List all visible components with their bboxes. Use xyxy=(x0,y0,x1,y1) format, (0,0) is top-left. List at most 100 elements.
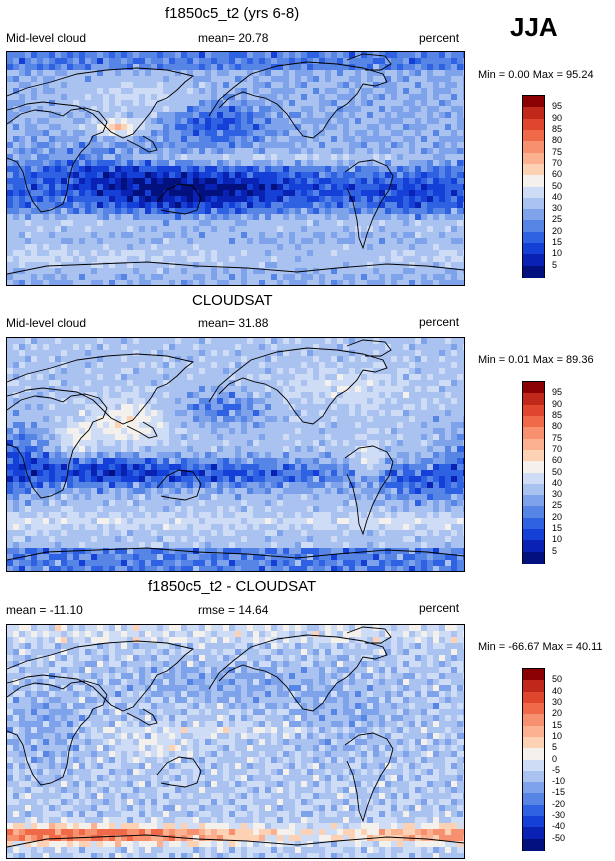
coastline xyxy=(126,421,158,439)
colorbar-swatch xyxy=(523,96,544,108)
colorbar-swatch xyxy=(523,129,544,142)
map-cloudsat xyxy=(6,337,465,572)
coastline xyxy=(7,393,108,499)
colorbar-tick-label: -20 xyxy=(552,798,566,809)
colorbar-tick-label: 50 xyxy=(552,180,563,191)
colorbar-swatch xyxy=(523,175,544,187)
colorbar-tick-label: 15 xyxy=(552,719,563,730)
map-canvas xyxy=(7,338,464,571)
colorbar-swatch xyxy=(523,427,544,440)
coastline xyxy=(7,547,464,561)
coastline xyxy=(208,347,388,425)
colorbar-tick-label: 10 xyxy=(552,534,563,545)
colorbar-tick-label: 25 xyxy=(552,214,563,225)
coastline xyxy=(156,469,202,501)
colorbar-swatch xyxy=(523,163,544,176)
colorbar-swatch xyxy=(523,209,544,221)
colorbar-swatch xyxy=(523,540,544,553)
colorbar-swatch xyxy=(523,736,544,749)
colorbar-tick-label: 60 xyxy=(552,169,563,180)
min-max-label: Min = 0.01 Max = 89.36 xyxy=(478,354,594,366)
colorbar-tick-label: 80 xyxy=(552,421,563,432)
colorbar-tick-label: 95 xyxy=(552,387,563,398)
colorbar-swatch xyxy=(523,472,544,485)
colorbar-tick-label: 50 xyxy=(552,466,563,477)
colorbar-swatch xyxy=(523,838,544,851)
colorbar-swatch xyxy=(523,495,544,507)
panel-title: f1850c5_t2 - CLOUDSAT xyxy=(148,578,317,595)
units-label: percent xyxy=(419,315,460,329)
coastline xyxy=(126,708,158,726)
colorbar-swatch xyxy=(523,438,544,451)
colorbar-tick-label: -10 xyxy=(552,776,566,787)
colorbar-swatch xyxy=(523,393,544,406)
coastline xyxy=(7,261,464,275)
colorbar-tick-label: 5 xyxy=(552,259,558,270)
colorbar-swatch xyxy=(523,702,544,715)
colorbar-tick-label: 85 xyxy=(552,123,563,134)
colorbar-cloudsat xyxy=(522,381,545,564)
coastline xyxy=(126,135,158,153)
colorbar-swatch xyxy=(523,816,544,828)
coastline xyxy=(208,634,388,712)
colorbar-difference xyxy=(522,668,545,851)
colorbar-tick-label: 15 xyxy=(552,237,563,248)
colorbar-swatch xyxy=(523,265,544,278)
coastline xyxy=(344,159,394,250)
coastline xyxy=(7,107,108,213)
colorbar-tick-label: 40 xyxy=(552,685,563,696)
colorbar-swatch xyxy=(523,680,544,693)
panel-title: CLOUDSAT xyxy=(192,292,273,309)
min-max-label: Min = -66.67 Max = 40.11 xyxy=(478,641,603,653)
colorbar-tick-label: 30 xyxy=(552,203,563,214)
coastline xyxy=(7,640,195,712)
colorbar-tick-label: 75 xyxy=(552,432,563,443)
colorbar-swatch xyxy=(523,691,544,704)
colorbar-tick-label: 20 xyxy=(552,708,563,719)
colorbar-tick-label: 40 xyxy=(552,477,563,488)
colorbar-swatch xyxy=(523,461,544,473)
colorbar-swatch xyxy=(523,759,544,772)
mean-label: mean= 20.78 xyxy=(198,31,269,45)
colorbar-tick-label: 5 xyxy=(552,742,558,753)
colorbar-tick-label: 85 xyxy=(552,409,563,420)
colorbar-tick-label: 0 xyxy=(552,753,558,764)
colorbar-swatch xyxy=(523,551,544,564)
min-max-label: Min = 0.00 Max = 95.24 xyxy=(478,69,594,81)
colorbar-tick-label: 10 xyxy=(552,248,563,259)
colorbar-tick-label: 95 xyxy=(552,101,563,112)
colorbar-tick-label: -50 xyxy=(552,832,566,843)
colorbar-swatch xyxy=(523,243,544,255)
coastline xyxy=(208,61,388,139)
colorbar-tick-label: 20 xyxy=(552,225,563,236)
colorbar-tick-label: 75 xyxy=(552,146,563,157)
map-canvas xyxy=(7,52,464,285)
colorbar-swatch xyxy=(523,107,544,120)
mean-label: mean = -11.10 xyxy=(6,603,83,617)
colorbar-tick-label: -30 xyxy=(552,810,566,821)
map-model xyxy=(6,51,465,286)
coastline xyxy=(7,67,195,139)
colorbar-swatch xyxy=(523,748,544,760)
colorbar-tick-label: 70 xyxy=(552,157,563,168)
panel-title: f1850c5_t2 (yrs 6-8) xyxy=(165,5,300,22)
colorbar-tick-label: 40 xyxy=(552,191,563,202)
coastline xyxy=(7,353,195,425)
colorbar-swatch xyxy=(523,449,544,462)
colorbar-tick-label: 80 xyxy=(552,135,563,146)
colorbar-swatch xyxy=(523,231,544,244)
colorbar-swatch xyxy=(523,804,544,817)
colorbar-swatch xyxy=(523,669,544,681)
coastline xyxy=(346,53,392,71)
colorbar-swatch xyxy=(523,197,544,210)
colorbar-swatch xyxy=(523,220,544,233)
colorbar-tick-label: -5 xyxy=(552,764,561,775)
colorbar-tick-label: 90 xyxy=(552,398,563,409)
coastline xyxy=(7,680,108,786)
colorbar-tick-label: 30 xyxy=(552,489,563,500)
colorbar-swatch xyxy=(523,483,544,496)
coastline xyxy=(344,732,394,823)
colorbar-swatch xyxy=(523,725,544,738)
coastline xyxy=(346,339,392,357)
colorbar-swatch xyxy=(523,118,544,131)
